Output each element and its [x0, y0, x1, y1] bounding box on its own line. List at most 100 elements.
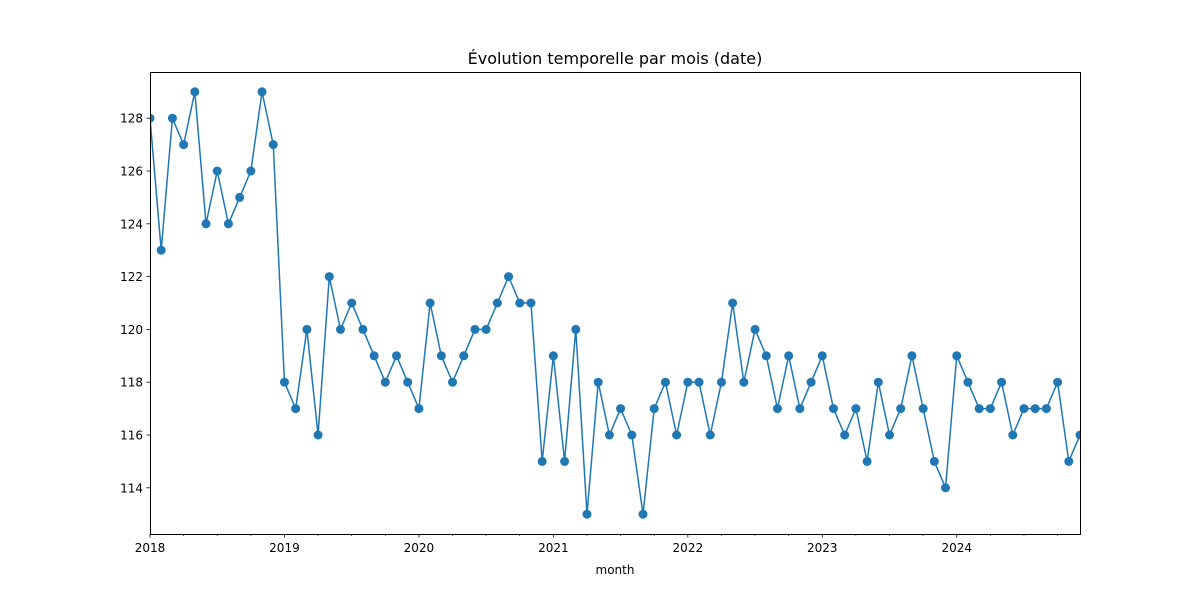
data-point	[1075, 430, 1080, 440]
data-point	[179, 140, 189, 150]
data-point	[403, 377, 413, 387]
data-point	[716, 377, 726, 387]
data-point	[548, 351, 558, 361]
data-point	[952, 351, 962, 361]
data-point	[750, 324, 760, 334]
data-point	[504, 272, 514, 282]
data-point	[672, 430, 682, 440]
data-point	[470, 324, 480, 334]
series-group	[150, 87, 1080, 519]
data-point	[862, 456, 872, 466]
data-point	[627, 430, 637, 440]
series-line	[150, 91, 1080, 515]
data-point	[885, 430, 895, 440]
y-tick-label: 118	[120, 376, 143, 390]
data-point	[302, 324, 312, 334]
data-point	[448, 377, 458, 387]
data-point	[761, 351, 771, 361]
x-tick-label: 2020	[404, 541, 435, 555]
data-point	[941, 483, 951, 493]
data-point	[1019, 404, 1029, 414]
y-tick-label: 114	[120, 481, 143, 495]
data-point	[840, 430, 850, 440]
plot-area	[150, 87, 1080, 519]
data-point	[795, 404, 805, 414]
data-point	[1030, 404, 1040, 414]
y-tick-label: 116	[120, 429, 143, 443]
data-point	[369, 351, 379, 361]
data-point	[414, 404, 424, 414]
data-point	[873, 377, 883, 387]
data-point	[212, 166, 222, 176]
data-point	[515, 298, 525, 308]
data-point	[268, 140, 278, 150]
data-point	[291, 404, 301, 414]
data-point	[582, 509, 592, 519]
data-point	[683, 377, 693, 387]
y-tick-label: 122	[120, 270, 143, 284]
x-tick-label: 2022	[673, 541, 704, 555]
data-point	[616, 404, 626, 414]
data-point	[817, 351, 827, 361]
y-tick-label: 120	[120, 323, 143, 337]
x-axis: 2018 2019 2020 2021 2022 2023 2024	[135, 534, 1058, 555]
data-point	[974, 404, 984, 414]
data-point	[560, 456, 570, 466]
data-point	[313, 430, 323, 440]
data-point	[604, 430, 614, 440]
data-point	[593, 377, 603, 387]
data-point	[660, 377, 670, 387]
x-tick-label: 2021	[538, 541, 569, 555]
y-tick-label: 126	[120, 165, 143, 179]
data-point	[1064, 456, 1074, 466]
data-point	[223, 219, 233, 229]
x-tick-label: 2024	[941, 541, 972, 555]
data-point	[492, 298, 502, 308]
data-point	[358, 324, 368, 334]
data-point	[571, 324, 581, 334]
data-point	[728, 298, 738, 308]
data-point	[380, 377, 390, 387]
data-point	[963, 377, 973, 387]
data-point	[1008, 430, 1018, 440]
data-point	[828, 404, 838, 414]
data-point	[1053, 377, 1063, 387]
data-point	[806, 377, 816, 387]
data-point	[537, 456, 547, 466]
data-point	[694, 377, 704, 387]
x-tick-label: 2018	[135, 541, 166, 555]
data-point	[705, 430, 715, 440]
data-point	[150, 113, 155, 123]
data-point	[929, 456, 939, 466]
x-axis-label: month	[596, 563, 635, 577]
data-point	[190, 87, 200, 97]
data-point	[257, 87, 267, 97]
chart-title: Évolution temporelle par mois (date)	[468, 49, 763, 68]
data-point	[279, 377, 289, 387]
data-point	[335, 324, 345, 334]
data-point	[907, 351, 917, 361]
data-point	[436, 351, 446, 361]
data-point	[392, 351, 402, 361]
data-point	[985, 404, 995, 414]
data-point	[481, 324, 491, 334]
data-point	[526, 298, 536, 308]
data-point	[918, 404, 928, 414]
y-tick-label: 128	[120, 112, 143, 126]
data-point	[896, 404, 906, 414]
data-point	[851, 404, 861, 414]
y-axis: 114 116 118 120 122 124 126 128	[120, 112, 150, 495]
data-point	[997, 377, 1007, 387]
data-point	[638, 509, 648, 519]
data-point	[1041, 404, 1051, 414]
data-point	[739, 377, 749, 387]
data-point	[324, 272, 334, 282]
data-point	[649, 404, 659, 414]
data-point	[156, 245, 166, 255]
y-tick-label: 124	[120, 217, 143, 231]
data-point	[235, 192, 245, 202]
data-point	[167, 113, 177, 123]
x-tick-label: 2019	[269, 541, 300, 555]
data-point	[201, 219, 211, 229]
